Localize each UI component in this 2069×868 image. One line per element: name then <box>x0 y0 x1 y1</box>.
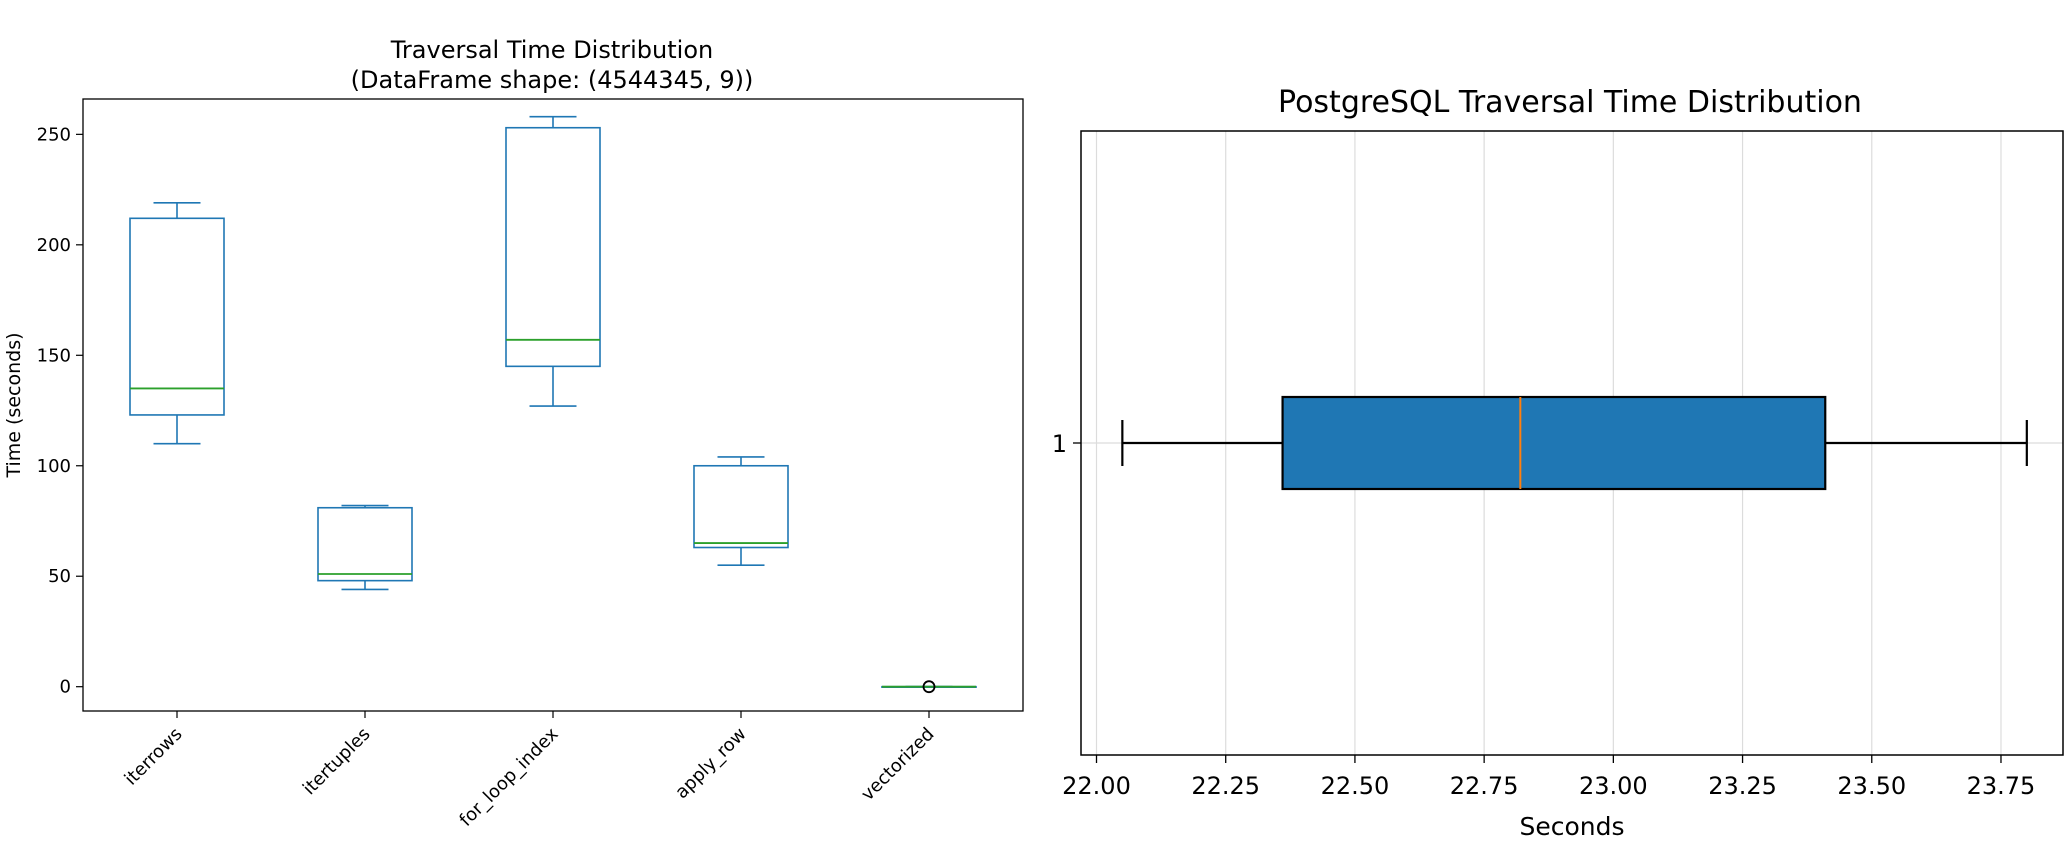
right-x-tick-label: 22.25 <box>1191 772 1260 800</box>
left-y-tick-label: 0 <box>60 677 71 698</box>
right-y-tick-label: 1 <box>1052 430 1067 458</box>
right-boxes <box>1121 395 2028 491</box>
left-boxes <box>129 115 977 694</box>
left-x-tick-label: for_loop_index <box>455 723 562 830</box>
right-y-axis-ticks: 1 <box>1052 430 1081 458</box>
left-box-iterrows <box>129 202 225 445</box>
left-y-axis-ticks: 0 50 100 150 200 250 <box>37 124 83 698</box>
left-y-axis-label: Time (seconds) <box>3 332 25 478</box>
right-x-tick-label: 23.25 <box>1708 772 1777 800</box>
box <box>129 217 225 416</box>
right-chart-title: PostgreSQL Traversal Time Distribution <box>1278 85 1862 120</box>
left-y-tick-label: 200 <box>37 235 71 256</box>
right-x-tick-label: 22.00 <box>1062 772 1131 800</box>
box <box>693 464 789 549</box>
left-y-tick-label: 150 <box>37 345 71 366</box>
left-y-tick-label: 100 <box>37 456 71 477</box>
left-chart: Traversal Time Distribution (DataFrame s… <box>3 36 1024 831</box>
right-x-tick-label: 23.50 <box>1837 772 1906 800</box>
left-x-axis-ticks: iterrows itertuples for_loop_index apply_ro… <box>121 711 939 831</box>
left-box-vectorized <box>881 680 977 694</box>
left-y-tick-label: 50 <box>48 566 71 587</box>
box <box>505 126 601 368</box>
left-x-tick-label: iterrows <box>121 724 187 790</box>
left-y-tick-label: 250 <box>37 124 71 145</box>
right-box-1 <box>1121 395 2028 491</box>
left-box-apply_row <box>693 456 789 566</box>
right-x-tick-label: 22.75 <box>1450 772 1519 800</box>
box <box>317 506 413 582</box>
right-x-tick-label: 23.75 <box>1967 772 2036 800</box>
left-x-tick-label: apply_row <box>671 724 750 803</box>
left-x-tick-label: itertuples <box>299 724 375 800</box>
left-chart-title: Traversal Time Distribution <box>390 36 713 64</box>
outlier-point <box>922 680 936 694</box>
left-box-for_loop_index <box>505 115 601 407</box>
left-box-itertuples <box>317 504 413 591</box>
right-x-tick-label: 23.00 <box>1579 772 1648 800</box>
right-chart: PostgreSQL Traversal Time Distribution 2… <box>1052 85 2064 841</box>
left-chart-subtitle: (DataFrame shape: (4544345, 9)) <box>351 66 754 94</box>
right-x-tick-label: 22.50 <box>1321 772 1390 800</box>
right-x-axis-label: Seconds <box>1519 812 1624 841</box>
box <box>1281 395 1827 491</box>
right-x-axis-ticks: 22.00 22.25 22.50 22.75 23.00 23.25 23.50 23.75 <box>1062 755 2035 800</box>
left-x-tick-label: vectorized <box>857 724 938 805</box>
